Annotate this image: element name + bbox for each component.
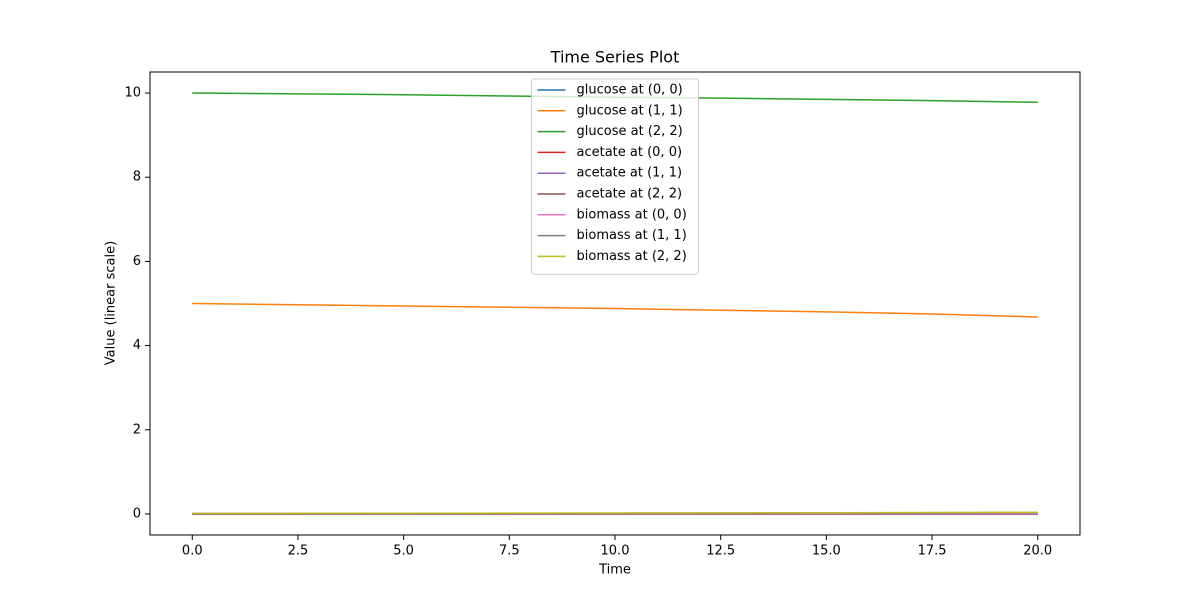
legend-label: glucose at (2, 2): [577, 124, 683, 139]
x-tick-label: 12.5: [706, 544, 735, 559]
x-tick-label: 2.5: [288, 544, 309, 559]
plot-frame: [149, 71, 1081, 536]
y-tick-label: 8: [133, 170, 141, 185]
x-tick-label: 17.5: [918, 544, 947, 559]
legend-label: acetate at (0, 0): [577, 145, 683, 160]
series-line: [192, 302, 1038, 318]
legend-label: acetate at (2, 2): [577, 187, 683, 202]
legend-label: biomass at (0, 0): [577, 207, 687, 222]
y-axis-label: Value (linear scale): [104, 241, 119, 365]
legend-label: glucose at (1, 1): [577, 103, 683, 118]
chart-title: Time Series Plot: [550, 48, 680, 67]
legend-label: biomass at (1, 1): [577, 228, 687, 243]
x-tick-label: 0.0: [182, 544, 203, 559]
x-tick-label: 5.0: [393, 544, 414, 559]
y-tick-label: 10: [124, 86, 141, 101]
y-tick-label: 2: [133, 422, 141, 437]
y-tick-label: 0: [133, 506, 141, 521]
x-tick-label: 20.0: [1023, 544, 1052, 559]
x-tick-label: 10.0: [601, 544, 630, 559]
y-tick-label: 6: [133, 254, 141, 269]
legend-label: biomass at (2, 2): [577, 249, 687, 264]
x-tick-label: 15.0: [812, 544, 841, 559]
series-line: [192, 511, 1038, 515]
x-axis-label: Time: [598, 563, 631, 578]
legend-box: [531, 78, 699, 275]
y-tick-label: 4: [133, 338, 141, 353]
legend-label: acetate at (1, 1): [577, 166, 683, 181]
legend-label: glucose at (0, 0): [577, 83, 683, 98]
x-tick-label: 7.5: [499, 544, 520, 559]
